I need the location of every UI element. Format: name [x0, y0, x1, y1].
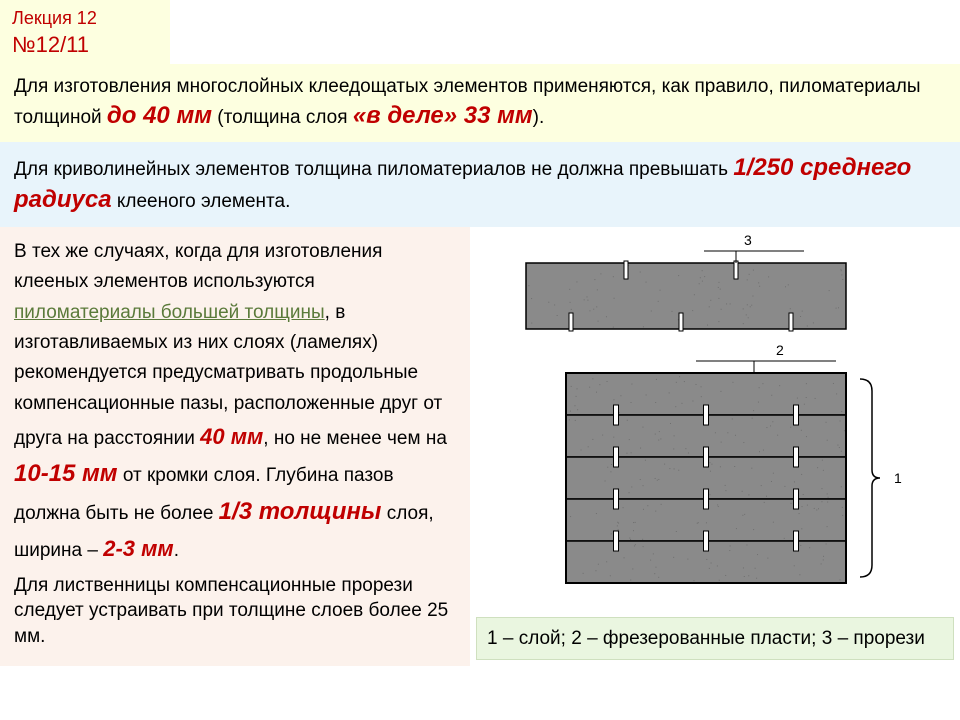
lecture-label: Лекция 12	[12, 6, 158, 30]
p1-t2: (толщина слоя	[212, 107, 353, 128]
svg-text:3: 3	[744, 233, 752, 248]
paragraph-3-4: В тех же случаях, когда для изготовления…	[0, 227, 470, 667]
p3-em1: 40 мм	[200, 424, 263, 449]
p3-t1: В тех же случаях, когда для изготовления…	[14, 241, 382, 292]
p3-t6: .	[174, 540, 179, 561]
p3-em3: 1/3 толщины	[219, 498, 382, 525]
figure: 3 2 1	[476, 233, 954, 613]
p3-em4: 2-3 мм	[103, 536, 173, 561]
paragraph-1: Для изготовления многослойных клеедощаты…	[0, 64, 960, 142]
figure-column: 3 2 1 1 – слой; 2 – фрезерованные пласти; …	[470, 227, 960, 667]
slide-header: Лекция 12 №12/11	[0, 0, 170, 64]
paragraph-2: Для криволинейных элементов толщина пило…	[0, 142, 960, 227]
p3-u1: пиломатериалы большей толщины	[14, 302, 325, 323]
svg-text:2: 2	[776, 342, 784, 358]
figure-caption: 1 – слой; 2 – фрезерованные пласти; 3 – …	[476, 617, 954, 661]
p1-em1: до 40 мм	[107, 102, 212, 129]
p1-t3: ).	[533, 107, 545, 128]
diagram-svg: 3 2 1	[476, 233, 954, 613]
p2-t1: Для криволинейных элементов толщина пило…	[14, 159, 733, 180]
p2-t2: клееного элемента.	[112, 191, 291, 212]
paragraph-4: Для лиственницы компенсационные прорези …	[14, 573, 456, 650]
p3-t3: , но не менее чем на	[263, 428, 447, 449]
p1-em2: «в деле» 33 мм	[353, 102, 533, 129]
lower-row: В тех же случаях, когда для изготовления…	[0, 227, 960, 667]
svg-text:1: 1	[894, 470, 902, 486]
slide-number: №12/11	[12, 30, 158, 60]
p3-em2: 10-15 мм	[14, 460, 118, 487]
